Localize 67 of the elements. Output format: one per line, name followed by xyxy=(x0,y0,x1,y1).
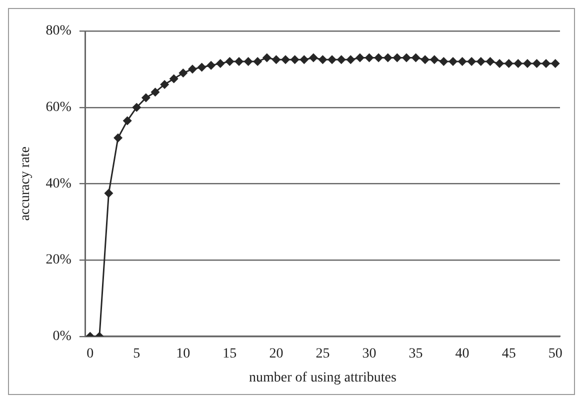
point xyxy=(486,57,495,66)
point xyxy=(448,57,458,66)
point xyxy=(392,53,402,62)
point xyxy=(122,116,132,126)
point xyxy=(234,57,244,66)
x-tick-label: 0 xyxy=(86,346,94,362)
point xyxy=(290,55,300,64)
x-tick-label: 45 xyxy=(502,346,516,362)
y-tick-label: 0% xyxy=(52,329,72,344)
point xyxy=(308,53,318,62)
point xyxy=(328,55,337,64)
point xyxy=(420,55,430,64)
point xyxy=(550,58,560,68)
point xyxy=(132,102,142,112)
point xyxy=(281,55,290,64)
point xyxy=(364,53,374,62)
y-tick-label: 60% xyxy=(46,100,72,116)
x-tick-label: 20 xyxy=(269,346,284,362)
point xyxy=(458,57,467,66)
point xyxy=(104,188,114,198)
point xyxy=(532,58,542,68)
point xyxy=(336,55,346,64)
point xyxy=(197,62,206,72)
point xyxy=(542,58,551,68)
point xyxy=(169,74,178,84)
point xyxy=(411,53,420,62)
x-axis-title: number of using attributes xyxy=(249,370,396,386)
point xyxy=(178,68,188,78)
point xyxy=(522,58,532,68)
y-axis-title: accuracy rate xyxy=(18,146,34,221)
point xyxy=(225,57,234,66)
x-tick-label: 40 xyxy=(455,346,470,362)
point xyxy=(206,60,216,70)
x-tick-label: 25 xyxy=(316,346,330,362)
y-tick-label: 20% xyxy=(46,252,72,268)
point xyxy=(188,64,197,74)
point xyxy=(374,53,384,62)
x-tick-label: 35 xyxy=(408,346,423,362)
point xyxy=(504,58,514,68)
point xyxy=(514,58,523,68)
point xyxy=(300,55,309,64)
point xyxy=(160,80,170,89)
point xyxy=(355,53,364,62)
x-tick-label: 50 xyxy=(548,346,562,362)
point xyxy=(430,55,439,64)
point xyxy=(346,55,356,64)
point xyxy=(272,55,281,64)
x-tick-label: 30 xyxy=(362,346,376,362)
y-tick-label: 40% xyxy=(46,176,72,192)
x-tick-label: 5 xyxy=(133,346,140,362)
x-tick-label: 15 xyxy=(222,346,237,362)
point xyxy=(439,57,448,66)
point xyxy=(383,53,392,62)
point xyxy=(476,57,486,66)
point xyxy=(262,53,272,62)
point xyxy=(467,57,476,66)
point xyxy=(114,133,123,142)
x-tick-label: 10 xyxy=(176,346,190,362)
point xyxy=(150,88,160,97)
y-tick-label: 80% xyxy=(46,24,72,39)
point xyxy=(318,55,328,64)
point xyxy=(402,53,411,62)
point xyxy=(141,93,150,102)
point xyxy=(495,58,504,68)
point xyxy=(253,57,262,66)
point xyxy=(216,58,225,68)
point xyxy=(244,57,253,66)
